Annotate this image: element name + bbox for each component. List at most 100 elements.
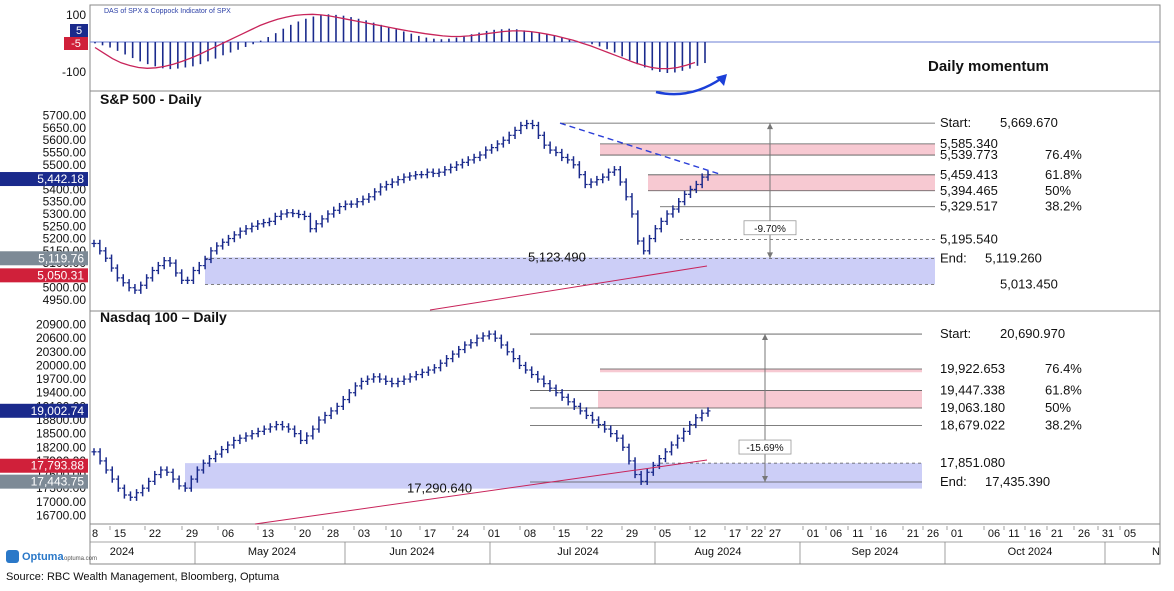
momentum-badge-coppock-text: -5 [71,38,81,50]
spx-level-pct: 38.2% [1045,199,1082,214]
spx-level-value: 5,394.465 [940,183,998,198]
source-note: Source: RBC Wealth Management, Bloomberg… [6,571,280,583]
ndx-ytick: 19400.00 [36,386,86,400]
ndx-price-badge [0,474,88,489]
momentum-panel [89,4,1161,92]
ndx-pct-label: -15.69% [746,443,783,454]
spx-ytick: 4950.00 [43,293,87,307]
ndx-ytick: 20000.00 [36,358,86,372]
ndx-price-badge-text: 17,443.75 [31,475,85,489]
x-month-label: May 2024 [248,546,296,558]
spx-ytick: 5700.00 [43,109,87,123]
ndx-support-label: 17,290.640 [407,481,472,496]
spx-fib-zone [600,143,935,156]
x-tick-day: 13 [262,528,274,540]
ndx-level-pct: 50% [1045,400,1071,415]
spx-price-badge-text: 5,119.76 [38,251,84,265]
x-tick-day: 05 [659,528,671,540]
x-tick-day: 16 [875,528,887,540]
ndx-fib-zone [598,390,922,409]
ndx-level-value: 19,922.653 [940,361,1005,376]
spx-level-label: End: [940,250,967,265]
momentum-badge-das-text: 5 [76,25,82,37]
ndx-level-pct: 38.2% [1045,417,1082,432]
spx-ytick: 5650.00 [43,121,87,135]
x-tick-day: 15 [114,528,126,540]
x-tick-day: 01 [488,528,500,540]
x-tick-day: 22 [751,528,763,540]
spx-range-arrow-head-down [767,252,773,259]
ndx-level-label: End: [940,474,967,489]
ndx-support-band [185,463,922,489]
momentum-ytick-bottom: -100 [62,65,86,79]
momentum-subtitle: DAS of SPX & Coppock Indicator of SPX [104,8,231,15]
spx-marks: 5700.005650.005600.005550.005500.005450.… [0,109,1082,311]
ndx-ytick: 17000.00 [36,495,86,509]
x-month-label: Aug 2024 [694,546,741,558]
ndx-ytick: 19700.00 [36,372,86,386]
x-month-label: Jul 2024 [557,546,599,558]
x-tick-day: 24 [457,528,469,540]
spx-price-badge [0,251,88,266]
x-tick-day: 21 [907,528,919,540]
spx-range-arrow-head-up [767,123,773,130]
x-tick-day: 12 [694,528,706,540]
x-tick-day: 05 [1124,528,1136,540]
momentum-turn-arrow [655,76,723,96]
spx-level-value: 5,585.340 [940,136,998,151]
x-tick-day: 11 [852,528,863,540]
x-axis: 8 15 22 29 06 13 20 28 03 10 17 24 01 08 15 22 29 05 12 17 2… [90,526,1160,564]
x-tick-day: 15 [558,528,570,540]
x-month-label: 2024 [110,546,134,558]
momentum-annotation: Daily momentum [928,58,1049,75]
x-tick-day: 08 [524,528,536,540]
spx-ytick: 5000.00 [43,281,87,295]
optuma-logo-icon [6,550,19,563]
x-tick-day: 06 [222,528,234,540]
ndx-level-pct: 61.8% [1045,383,1082,398]
spx-ytick: 5600.00 [43,133,87,147]
x-tick-day: 28 [327,528,339,540]
x-tick-day: 01 [807,528,819,540]
spx-level-value: 5,119.260 [985,250,1042,265]
x-tick-day: 20 [299,528,311,540]
ndx-fib-zone [600,368,922,373]
spx-level-pct: 61.8% [1045,167,1082,182]
momentum-arrow-head [716,74,727,86]
x-tick-day: 16 [1029,528,1041,540]
x-tick-day: 22 [149,528,161,540]
spx-ytick: 5550.00 [43,146,87,160]
ndx-price-badge [0,458,88,473]
x-tick-day: 10 [390,528,402,540]
spx-pct-label: -9.70% [754,224,786,235]
x-month-label: Oct 2024 [1008,546,1053,558]
ndx-level-value: 18,679.022 [940,417,1005,432]
momentum-badge-das [70,24,88,37]
spx-level-value: 5,329.517 [940,199,998,214]
spx-level-value: 5,539.773 [940,147,998,162]
x-tick-day: 27 [769,528,781,540]
x-tick-day: 17 [424,528,436,540]
ndx-level-label: Start: [940,326,971,341]
x-tick-lead: 8 [92,528,98,540]
ndx-title: Nasdaq 100 – Daily [100,309,227,325]
ndx-ytick: 16700.00 [36,508,86,522]
optuma-logo-small: optuma.com [64,556,97,562]
ndx-ytick: 18200.00 [36,440,86,454]
spx-fib-zone [648,174,935,191]
ndx-level-value: 17,435.390 [985,474,1050,489]
ndx-level-value: 19,063.180 [940,400,1005,415]
x-tick-day: 06 [830,528,842,540]
coppock-line [94,13,696,70]
spx-level-value: 5,669.670 [1000,115,1058,130]
ndx-level-value: 20,690.970 [1000,326,1065,341]
spx-title: S&P 500 - Daily [100,91,202,107]
ndx-ytick: 20600.00 [36,331,86,345]
ndx-marks: 20900.0020600.0020300.0020000.0019700.00… [0,318,1082,525]
spx-price-badge-text: 5,050.31 [37,268,84,282]
spx-pct-box [743,220,797,236]
ndx-moving-average [254,459,708,525]
ndx-range-arrow-head-up [762,334,768,341]
